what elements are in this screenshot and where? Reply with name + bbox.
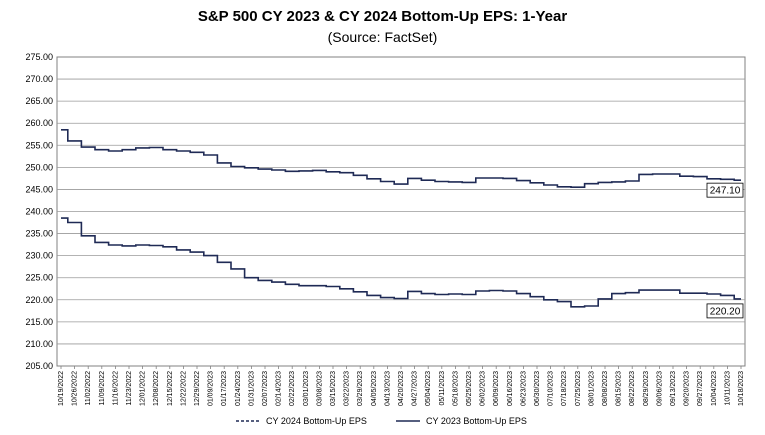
y-tick-label: 270.00 [25, 74, 53, 84]
x-tick-label: 03/08/2023 [316, 371, 323, 406]
x-tick-label: 02/14/2023 [276, 371, 283, 406]
end-label-value: 220.20 [710, 306, 741, 317]
legend-label: CY 2024 Bottom-Up EPS [266, 416, 367, 426]
x-tick-label: 02/07/2023 [262, 371, 269, 406]
chart-title: S&P 500 CY 2023 & CY 2024 Bottom-Up EPS:… [197, 8, 568, 25]
x-tick-label: 01/24/2023 [235, 371, 242, 406]
series-line-cy2024 [61, 129, 741, 188]
y-tick-label: 255.00 [25, 140, 53, 150]
x-tick-label: 10/11/2023 [724, 371, 731, 406]
y-tick-label: 220.00 [25, 295, 53, 305]
x-tick-label: 07/10/2023 [548, 371, 555, 406]
x-tick-label: 06/09/2023 [493, 371, 500, 406]
legend-label: CY 2023 Bottom-Up EPS [426, 416, 527, 426]
x-tick-label: 03/01/2023 [303, 371, 310, 406]
x-tick-label: 01/31/2023 [248, 371, 255, 406]
x-tick-label: 09/27/2023 [697, 371, 704, 406]
x-axis: 10/19/2022 10/26/2022 11/02/2022 11/09/2022… [58, 366, 745, 406]
y-tick-label: 265.00 [25, 96, 53, 106]
series-line-cy2023 [61, 217, 741, 308]
x-tick-label: 08/01/2023 [588, 371, 595, 406]
x-tick-label: 12/22/2022 [180, 371, 187, 406]
x-tick-label: 08/29/2023 [643, 371, 650, 406]
y-tick-label: 205.00 [25, 361, 53, 371]
x-tick-label: 10/26/2022 [72, 371, 79, 406]
x-tick-label: 04/20/2023 [398, 371, 405, 406]
x-tick-label: 03/22/2023 [344, 371, 351, 406]
x-tick-label: 11/23/2022 [126, 371, 133, 406]
x-tick-label: 07/18/2023 [561, 371, 568, 406]
end-value-labels: 247.10 220.20 [706, 182, 744, 319]
x-tick-label: 09/13/2023 [670, 371, 677, 406]
x-tick-label: 12/29/2022 [194, 371, 201, 406]
x-tick-label: 10/18/2023 [738, 371, 745, 406]
y-tick-label: 260.00 [25, 118, 53, 128]
y-tick-label: 210.00 [25, 339, 53, 349]
y-axis: 205.00 210.00 215.00 220.00 225.00 230.00 235.… [25, 52, 53, 371]
x-tick-label: 04/27/2023 [412, 371, 419, 406]
x-tick-label: 09/06/2023 [656, 371, 663, 406]
x-tick-label: 01/17/2023 [221, 371, 228, 406]
x-tick-label: 08/08/2023 [602, 371, 609, 406]
x-tick-label: 10/04/2023 [711, 371, 718, 406]
end-label-box [706, 303, 744, 319]
x-tick-label: 12/08/2022 [153, 371, 160, 406]
gridlines [57, 78, 745, 345]
x-tick-label: 05/25/2023 [466, 371, 473, 406]
x-tick-label: 11/09/2022 [99, 371, 106, 406]
x-tick-label: 09/20/2023 [684, 371, 691, 406]
x-tick-label: 07/25/2023 [575, 371, 582, 406]
x-tick-label: 08/15/2023 [616, 371, 623, 406]
x-tick-label: 04/05/2023 [371, 371, 378, 406]
x-tick-label: 05/04/2023 [425, 371, 432, 406]
x-tick-label: 04/13/2023 [384, 371, 391, 406]
x-tick-label: 06/23/2023 [520, 371, 527, 406]
x-tick-label: 06/02/2023 [480, 371, 487, 406]
y-tick-label: 230.00 [25, 251, 53, 261]
x-tick-label: 05/18/2023 [452, 371, 459, 406]
end-label-value: 247.10 [710, 186, 741, 197]
x-tick-label: 05/11/2023 [439, 371, 446, 406]
x-tick-label: 06/16/2023 [507, 371, 514, 406]
x-tick-label: 11/16/2022 [112, 371, 119, 406]
y-tick-label: 215.00 [25, 317, 53, 327]
x-tick-label: 03/15/2023 [330, 371, 337, 406]
series-lines [61, 129, 741, 308]
y-tick-label: 245.00 [25, 184, 53, 194]
y-tick-label: 235.00 [25, 229, 53, 239]
legend: CY 2024 Bottom-Up EPS CY 2023 Bottom-Up E… [236, 416, 527, 426]
y-tick-label: 225.00 [25, 273, 53, 283]
y-tick-label: 275.00 [25, 52, 53, 62]
x-tick-label: 08/22/2023 [629, 371, 636, 406]
x-tick-label: 12/15/2022 [167, 371, 174, 406]
x-tick-label: 12/01/2022 [140, 371, 147, 406]
y-tick-label: 240.00 [25, 207, 53, 217]
end-label-box [706, 182, 744, 198]
x-tick-label: 11/02/2022 [85, 371, 92, 406]
x-tick-label: 06/30/2023 [534, 371, 541, 406]
y-tick-label: 250.00 [25, 162, 53, 172]
x-tick-label: 01/09/2023 [208, 371, 215, 406]
x-tick-label: 10/19/2022 [58, 371, 65, 406]
x-tick-label: 02/22/2023 [289, 371, 296, 406]
chart-subtitle: (Source: FactSet) [327, 29, 438, 45]
x-tick-label: 03/29/2023 [357, 371, 364, 406]
